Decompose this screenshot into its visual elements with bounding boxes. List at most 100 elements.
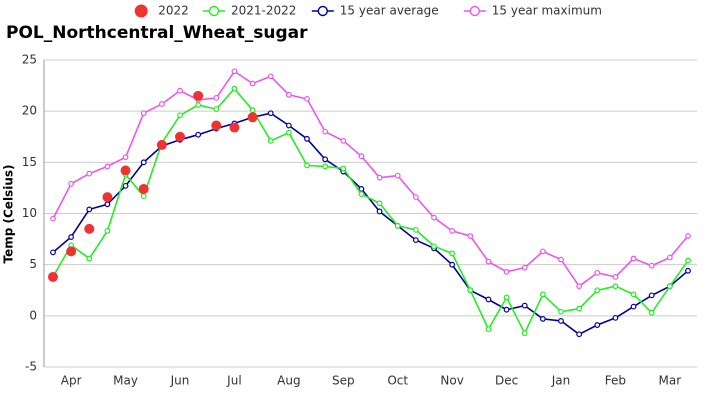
point	[503, 268, 510, 275]
point	[594, 269, 601, 276]
point	[122, 182, 129, 189]
legend-label: 15 year maximum	[492, 4, 602, 18]
point	[376, 174, 383, 181]
y-axis-label: Temp (Celsius)	[2, 165, 16, 264]
legend-marker	[317, 5, 328, 17]
point	[104, 227, 111, 234]
x-tick-label: Feb	[605, 374, 626, 388]
point	[104, 201, 111, 208]
point	[247, 112, 258, 123]
point	[630, 303, 637, 310]
point	[685, 267, 691, 274]
point	[412, 237, 419, 244]
point	[158, 101, 165, 107]
point	[666, 254, 673, 261]
point	[231, 85, 238, 92]
point	[576, 283, 583, 290]
point	[177, 112, 183, 119]
point	[503, 294, 510, 301]
point	[231, 68, 238, 75]
point	[648, 262, 655, 269]
point	[86, 170, 93, 177]
point	[449, 227, 456, 234]
legend-item: 2022	[134, 4, 189, 18]
legend-marker	[208, 5, 220, 17]
point	[68, 180, 75, 187]
point	[249, 107, 256, 114]
point	[138, 183, 149, 194]
point	[340, 165, 347, 172]
point	[140, 159, 147, 166]
legend-item: 15 year maximum	[463, 4, 602, 18]
point	[449, 250, 456, 257]
point	[322, 163, 329, 170]
point	[394, 172, 401, 179]
point	[376, 208, 383, 215]
point	[539, 316, 546, 322]
point	[594, 322, 601, 328]
point	[156, 139, 167, 150]
point	[376, 200, 383, 207]
point	[431, 243, 437, 250]
point	[48, 271, 58, 282]
point	[612, 314, 619, 321]
x-tick-label: Jul	[226, 374, 241, 388]
point	[102, 192, 113, 203]
point	[322, 156, 329, 163]
point	[50, 215, 56, 222]
point	[521, 302, 528, 309]
point	[648, 309, 655, 316]
point	[394, 222, 401, 229]
point	[86, 206, 93, 213]
legend-marker	[134, 4, 148, 18]
point	[120, 165, 131, 176]
point	[521, 264, 528, 271]
x-tick-label: Dec	[495, 374, 518, 388]
point	[267, 110, 274, 117]
point	[485, 326, 492, 333]
point	[267, 137, 274, 144]
point	[177, 87, 183, 94]
point	[68, 234, 75, 240]
y-tick-label: -5	[25, 360, 37, 374]
point	[467, 287, 474, 294]
point	[104, 163, 111, 170]
point	[304, 135, 310, 142]
x-tick-label: Apr	[61, 374, 82, 388]
point	[285, 129, 292, 136]
x-tick-label: Aug	[277, 374, 300, 388]
y-tick-label: 5	[29, 257, 37, 271]
point	[211, 120, 222, 131]
point	[521, 330, 528, 337]
y-tick-label: 20	[22, 104, 37, 118]
point	[558, 308, 564, 315]
point	[229, 122, 240, 133]
y-tick-label: 25	[22, 53, 37, 67]
point	[558, 318, 564, 324]
point	[412, 194, 419, 201]
point	[412, 226, 419, 233]
point	[122, 154, 129, 161]
point	[213, 106, 220, 113]
x-tick-label: Jun	[170, 374, 190, 388]
point	[685, 257, 691, 264]
point	[467, 233, 474, 239]
point	[576, 331, 583, 338]
series-line	[52, 87, 689, 336]
x-tick-label: Jan	[551, 374, 571, 388]
point	[140, 110, 147, 117]
x-tick-label: Oct	[387, 374, 408, 388]
point	[140, 193, 147, 200]
series-line	[52, 70, 689, 288]
point	[612, 274, 619, 280]
legend-label: 2021-2022	[231, 4, 296, 18]
point	[84, 223, 95, 234]
point	[612, 283, 619, 290]
point	[50, 249, 56, 256]
point	[304, 95, 310, 102]
point	[503, 306, 510, 313]
point	[485, 258, 492, 265]
point	[66, 246, 77, 257]
